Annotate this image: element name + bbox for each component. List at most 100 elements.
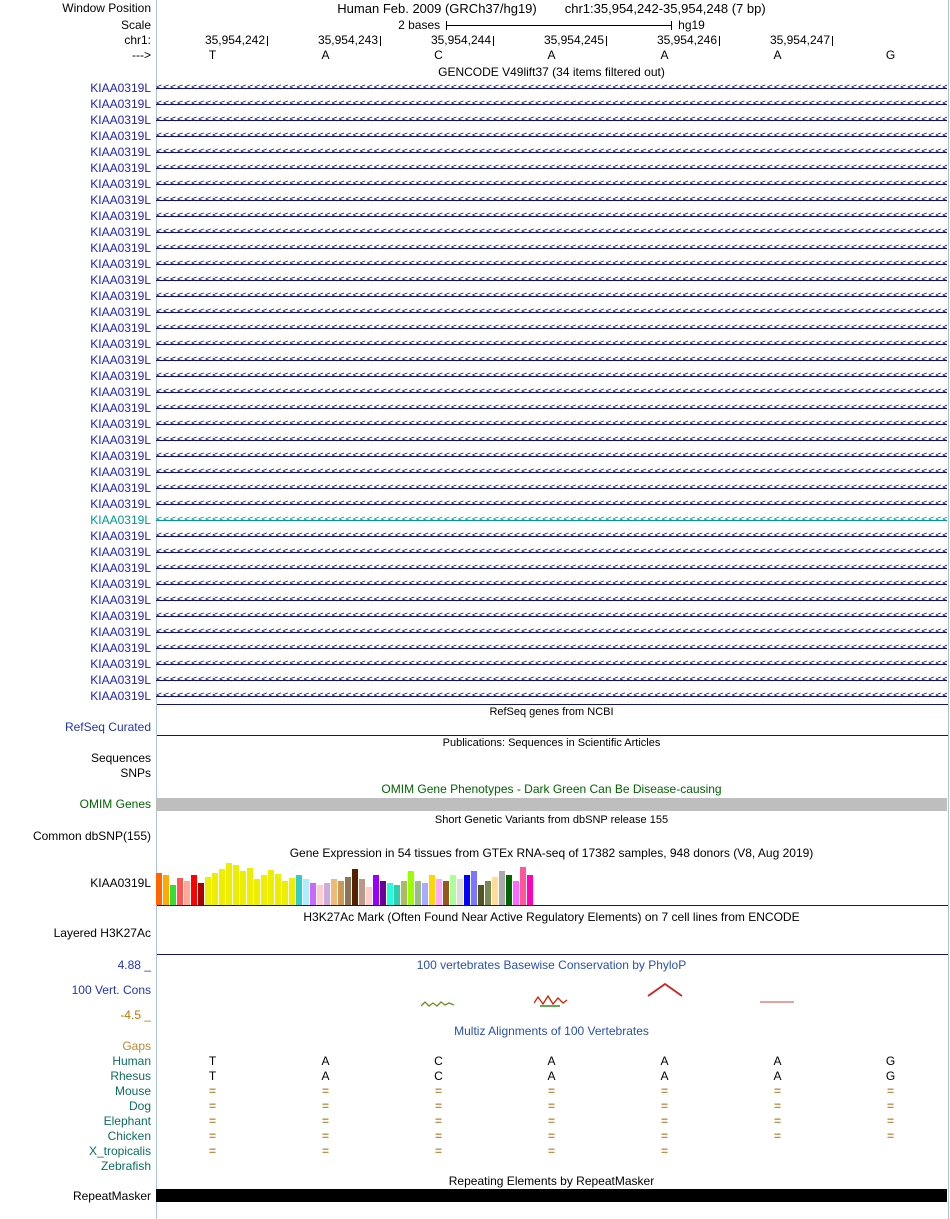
gtex-tissue-bar[interactable] <box>394 885 400 905</box>
gene-item-track[interactable]: <<<<<<<<<<<<<<<<<<<<<<<<<<<<<<<<<<<<<<<<… <box>156 496 947 512</box>
gtex-tissue-bar[interactable] <box>163 875 169 905</box>
dbsnp-label[interactable]: Common dbSNP(155) <box>32 829 151 843</box>
gtex-tissue-bar[interactable] <box>352 869 358 905</box>
refseq-curated-label[interactable]: RefSeq Curated <box>64 720 151 734</box>
gene-item-row[interactable]: KIAA0319L <<<<<<<<<<<<<<<<<<<<<<<<<<<<<<<… <box>0 464 950 480</box>
gene-item-label[interactable]: KIAA0319L <box>90 401 151 415</box>
gene-item-label[interactable]: KIAA0319L <box>90 433 151 447</box>
gene-item-track[interactable]: <<<<<<<<<<<<<<<<<<<<<<<<<<<<<<<<<<<<<<<<… <box>156 336 947 352</box>
gene-item-label[interactable]: KIAA0319L <box>90 81 151 95</box>
gene-item-track[interactable]: <<<<<<<<<<<<<<<<<<<<<<<<<<<<<<<<<<<<<<<<… <box>156 304 947 320</box>
multiz-row[interactable]: Elephant = = = = = = = <box>0 1114 950 1129</box>
snps-label[interactable]: SNPs <box>120 766 151 780</box>
gtex-gene-label[interactable]: KIAA0319L <box>90 876 151 890</box>
gene-item-track[interactable]: <<<<<<<<<<<<<<<<<<<<<<<<<<<<<<<<<<<<<<<<… <box>156 176 947 192</box>
gene-item-row[interactable]: KIAA0319L <<<<<<<<<<<<<<<<<<<<<<<<<<<<<<<… <box>0 624 950 640</box>
gtex-tissue-bar[interactable] <box>492 877 498 905</box>
gtex-tissue-bar[interactable] <box>464 875 470 905</box>
gtex-tissue-bar[interactable] <box>345 877 351 905</box>
gene-item-label[interactable]: KIAA0319L <box>90 593 151 607</box>
gene-item-label[interactable]: KIAA0319L <box>90 609 151 623</box>
publications-track-title[interactable]: Publications: Sequences in Scientific Ar… <box>442 737 661 749</box>
gtex-tissue-bar[interactable] <box>415 881 421 905</box>
gtex-tissue-bar[interactable] <box>191 875 197 905</box>
multiz-row[interactable]: Chicken = = = = = = = <box>0 1129 950 1144</box>
repeatmasker-track-title[interactable]: Repeating Elements by RepeatMasker <box>448 1174 655 1188</box>
gene-item-row[interactable]: KIAA0319L <<<<<<<<<<<<<<<<<<<<<<<<<<<<<<<… <box>0 144 950 160</box>
h3k27ac-track-title[interactable]: H3K27Ac Mark (Often Found Near Active Re… <box>303 910 800 924</box>
gene-item-label[interactable]: KIAA0319L <box>90 689 151 703</box>
multiz-species-label[interactable]: Elephant <box>103 1114 151 1128</box>
gene-item-label[interactable]: KIAA0319L <box>90 113 151 127</box>
gene-item-track[interactable]: <<<<<<<<<<<<<<<<<<<<<<<<<<<<<<<<<<<<<<<<… <box>156 352 947 368</box>
gene-item-row[interactable]: KIAA0319L <<<<<<<<<<<<<<<<<<<<<<<<<<<<<<<… <box>0 128 950 144</box>
gtex-tissue-bar[interactable] <box>226 863 232 905</box>
gtex-tissue-bar[interactable] <box>485 881 491 905</box>
gene-item-row[interactable]: KIAA0319L <<<<<<<<<<<<<<<<<<<<<<<<<<<<<<<… <box>0 256 950 272</box>
gene-item-track[interactable]: <<<<<<<<<<<<<<<<<<<<<<<<<<<<<<<<<<<<<<<<… <box>156 560 947 576</box>
gtex-tissue-bar[interactable] <box>282 881 288 905</box>
gene-item-track[interactable]: <<<<<<<<<<<<<<<<<<<<<<<<<<<<<<<<<<<<<<<<… <box>156 320 947 336</box>
gene-item-track[interactable]: <<<<<<<<<<<<<<<<<<<<<<<<<<<<<<<<<<<<<<<<… <box>156 192 947 208</box>
multiz-row[interactable]: Human T A C A A A G <box>0 1054 950 1069</box>
gene-item-track[interactable]: <<<<<<<<<<<<<<<<<<<<<<<<<<<<<<<<<<<<<<<<… <box>156 208 947 224</box>
gene-item-row[interactable]: KIAA0319L <<<<<<<<<<<<<<<<<<<<<<<<<<<<<<<… <box>0 80 950 96</box>
gtex-bars[interactable] <box>156 863 533 905</box>
gene-item-row[interactable]: KIAA0319L <<<<<<<<<<<<<<<<<<<<<<<<<<<<<<<… <box>0 272 950 288</box>
multiz-row[interactable]: X_tropicalis = = = = = <box>0 1144 950 1159</box>
gene-item-label[interactable]: KIAA0319L <box>90 273 151 287</box>
gtex-tissue-bar[interactable] <box>513 881 519 905</box>
gene-item-label[interactable]: KIAA0319L <box>90 161 151 175</box>
gtex-track-title[interactable]: Gene Expression in 54 tissues from GTEx … <box>289 846 814 860</box>
gtex-tissue-bar[interactable] <box>366 887 372 905</box>
gene-item-track[interactable]: <<<<<<<<<<<<<<<<<<<<<<<<<<<<<<<<<<<<<<<<… <box>156 480 947 496</box>
gene-item-label[interactable]: KIAA0319L <box>90 97 151 111</box>
gene-item-track[interactable]: <<<<<<<<<<<<<<<<<<<<<<<<<<<<<<<<<<<<<<<<… <box>156 80 947 96</box>
gtex-tissue-bar[interactable] <box>436 879 442 905</box>
gene-item-row[interactable]: KIAA0319L <<<<<<<<<<<<<<<<<<<<<<<<<<<<<<<… <box>0 208 950 224</box>
gene-item-row[interactable]: KIAA0319L <<<<<<<<<<<<<<<<<<<<<<<<<<<<<<<… <box>0 656 950 672</box>
gene-item-track[interactable]: <<<<<<<<<<<<<<<<<<<<<<<<<<<<<<<<<<<<<<<<… <box>156 400 947 416</box>
gene-item-track[interactable]: <<<<<<<<<<<<<<<<<<<<<<<<<<<<<<<<<<<<<<<<… <box>156 640 947 656</box>
gene-item-row[interactable]: KIAA0319L <<<<<<<<<<<<<<<<<<<<<<<<<<<<<<<… <box>0 160 950 176</box>
gtex-tissue-bar[interactable] <box>275 874 281 905</box>
gtex-tissue-bar[interactable] <box>156 873 162 905</box>
gtex-tissue-bar[interactable] <box>324 883 330 905</box>
gene-item-row[interactable]: KIAA0319L <<<<<<<<<<<<<<<<<<<<<<<<<<<<<<<… <box>0 368 950 384</box>
omim-gene-bar[interactable] <box>156 798 947 811</box>
gtex-tissue-bar[interactable] <box>296 875 302 905</box>
gene-item-label[interactable]: KIAA0319L <box>90 369 151 383</box>
gene-item-label[interactable]: KIAA0319L <box>90 209 151 223</box>
gene-item-track[interactable]: <<<<<<<<<<<<<<<<<<<<<<<<<<<<<<<<<<<<<<<<… <box>156 224 947 240</box>
gene-item-track[interactable]: <<<<<<<<<<<<<<<<<<<<<<<<<<<<<<<<<<<<<<<<… <box>156 656 947 672</box>
gene-item-track[interactable]: <<<<<<<<<<<<<<<<<<<<<<<<<<<<<<<<<<<<<<<<… <box>156 416 947 432</box>
phylop-track-label[interactable]: 100 Vert. Cons <box>71 983 151 997</box>
gtex-tissue-bar[interactable] <box>170 885 176 905</box>
gene-item-row[interactable]: KIAA0319L <<<<<<<<<<<<<<<<<<<<<<<<<<<<<<<… <box>0 320 950 336</box>
gene-item-row[interactable]: KIAA0319L <<<<<<<<<<<<<<<<<<<<<<<<<<<<<<<… <box>0 96 950 112</box>
gene-item-track[interactable]: <<<<<<<<<<<<<<<<<<<<<<<<<<<<<<<<<<<<<<<<… <box>156 432 947 448</box>
gene-item-track[interactable]: <<<<<<<<<<<<<<<<<<<<<<<<<<<<<<<<<<<<<<<<… <box>156 448 947 464</box>
gtex-tissue-bar[interactable] <box>338 881 344 905</box>
gene-item-row[interactable]: KIAA0319L <<<<<<<<<<<<<<<<<<<<<<<<<<<<<<<… <box>0 336 950 352</box>
omim-genes-label[interactable]: OMIM Genes <box>79 797 151 811</box>
gene-item-row[interactable]: KIAA0319L <<<<<<<<<<<<<<<<<<<<<<<<<<<<<<<… <box>0 592 950 608</box>
gtex-tissue-bar[interactable] <box>471 871 477 905</box>
multiz-species-label[interactable]: Mouse <box>114 1084 151 1098</box>
gtex-tissue-bar[interactable] <box>359 879 365 905</box>
gtex-tissue-bar[interactable] <box>408 871 414 905</box>
repeatmasker-label[interactable]: RepeatMasker <box>72 1189 151 1203</box>
gene-item-row[interactable]: KIAA0319L <<<<<<<<<<<<<<<<<<<<<<<<<<<<<<<… <box>0 224 950 240</box>
gene-item-label[interactable]: KIAA0319L <box>90 513 151 527</box>
gene-item-track[interactable]: <<<<<<<<<<<<<<<<<<<<<<<<<<<<<<<<<<<<<<<<… <box>156 576 947 592</box>
gtex-tissue-bar[interactable] <box>247 868 253 905</box>
gene-item-row[interactable]: KIAA0319L <<<<<<<<<<<<<<<<<<<<<<<<<<<<<<<… <box>0 528 950 544</box>
multiz-species-label[interactable]: X_tropicalis <box>88 1144 151 1158</box>
gene-item-track[interactable]: <<<<<<<<<<<<<<<<<<<<<<<<<<<<<<<<<<<<<<<<… <box>156 384 947 400</box>
gene-item-track[interactable]: <<<<<<<<<<<<<<<<<<<<<<<<<<<<<<<<<<<<<<<<… <box>156 544 947 560</box>
gene-item-row[interactable]: KIAA0319L <<<<<<<<<<<<<<<<<<<<<<<<<<<<<<<… <box>0 384 950 400</box>
gtex-tissue-bar[interactable] <box>429 875 435 905</box>
gtex-tissue-bar[interactable] <box>527 875 533 905</box>
multiz-row[interactable]: Mouse = = = = = = = <box>0 1084 950 1099</box>
gtex-tissue-bar[interactable] <box>289 878 295 905</box>
